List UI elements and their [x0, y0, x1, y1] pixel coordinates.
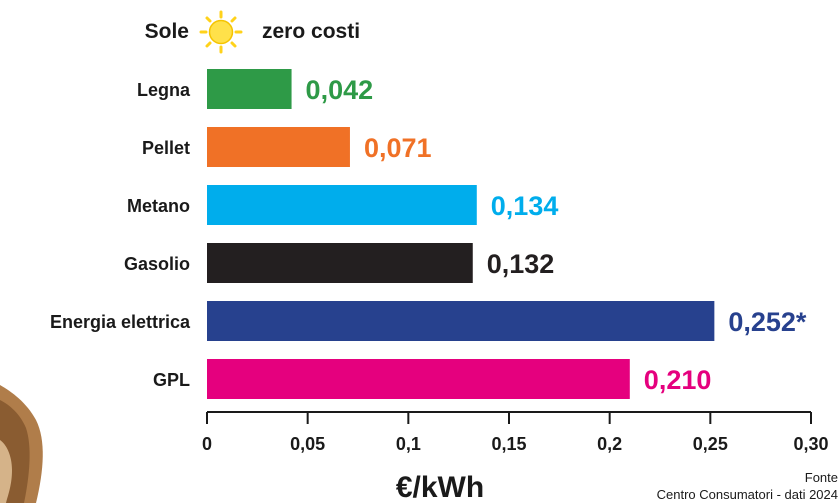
value-label-gpl: 0,210 — [644, 365, 712, 395]
bar-gpl — [207, 359, 630, 399]
bars — [207, 69, 715, 399]
value-label-metano: 0,134 — [491, 191, 559, 221]
x-tick-label: 0,05 — [290, 434, 325, 454]
x-tick-label: 0,15 — [491, 434, 526, 454]
bar-pellet — [207, 127, 350, 167]
bar-gasolio — [207, 243, 473, 283]
value-label-pellet: 0,071 — [364, 133, 432, 163]
sole-row: Sole zero costi — [145, 10, 360, 54]
category-labels: Legna Pellet Metano Gasolio Energia elettric… — [50, 80, 191, 390]
x-tick-label: 0,25 — [693, 434, 728, 454]
x-tick-label: 0,30 — [793, 434, 828, 454]
value-label-legna: 0,042 — [306, 75, 374, 105]
value-labels: 0,042 0,071 0,134 0,132 0,252* 0,210 — [306, 75, 807, 395]
zero-costi-label: zero costi — [262, 20, 360, 43]
category-label-energia-elettrica: Energia elettrica — [50, 312, 191, 332]
category-label-legna: Legna — [137, 80, 191, 100]
value-label-energia-elettrica: 0,252* — [728, 307, 807, 337]
value-label-gasolio: 0,132 — [487, 249, 555, 279]
category-label-pellet: Pellet — [142, 138, 190, 158]
x-axis: 0 0,05 0,1 0,15 0,2 0,25 0,30 — [202, 411, 829, 454]
source-line-1: Fonte — [805, 470, 838, 485]
category-label-metano: Metano — [127, 196, 190, 216]
category-label-gasolio: Gasolio — [124, 254, 190, 274]
category-label-gpl: GPL — [153, 370, 190, 390]
x-tick-label: 0,1 — [396, 434, 421, 454]
sole-label: Sole — [145, 20, 189, 43]
x-tick-label: 0 — [202, 434, 212, 454]
bar-metano — [207, 185, 477, 225]
sun-icon — [199, 10, 243, 54]
x-axis-title: €/kWh — [396, 471, 484, 503]
x-tick-label: 0,2 — [597, 434, 622, 454]
bar-energia-elettrica — [207, 301, 715, 341]
bar-legna — [207, 69, 292, 109]
cat-photo-decoration — [0, 385, 43, 503]
source-line-2: Centro Consumatori - dati 2024 — [657, 487, 838, 502]
